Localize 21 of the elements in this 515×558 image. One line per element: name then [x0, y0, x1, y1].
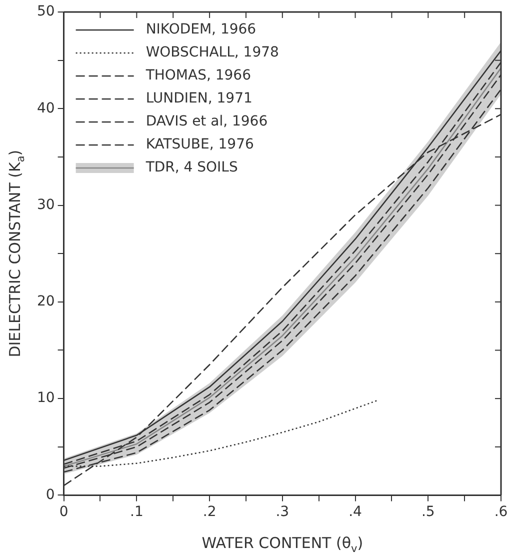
y-tick-label: 20	[36, 294, 55, 310]
legend-label: LUNDIEN, 1971	[146, 90, 252, 107]
x-tick-label: .2	[202, 504, 216, 520]
legend-label: TDR, 4 SOILS	[144, 160, 238, 176]
y-tick-label: 30	[36, 196, 55, 213]
x-tick-label: .3	[276, 504, 290, 520]
y-axis-title: DIELECTRIC CONSTANT (Ka)	[6, 150, 27, 358]
x-tick-label: 0	[59, 504, 68, 520]
x-tick-label: .1	[130, 504, 144, 520]
x-tick-label: .6	[494, 504, 508, 520]
x-tick-label: .4	[348, 504, 362, 520]
y-tick-label: 0	[46, 486, 55, 503]
x-tick-label: .5	[421, 504, 435, 520]
y-tick-label: 10	[36, 390, 55, 406]
legend-label: WOBSCHALL, 1978	[146, 44, 279, 61]
legend-label: KATSUBE, 1976	[146, 136, 254, 153]
legend-label: THOMAS, 1966	[144, 68, 252, 84]
legend-label: DAVIS et al, 1966	[146, 114, 268, 130]
y-tick-label: 40	[36, 100, 55, 116]
legend-label: NIKODEM, 1966	[146, 22, 256, 38]
y-tick-label: 50	[36, 4, 55, 20]
